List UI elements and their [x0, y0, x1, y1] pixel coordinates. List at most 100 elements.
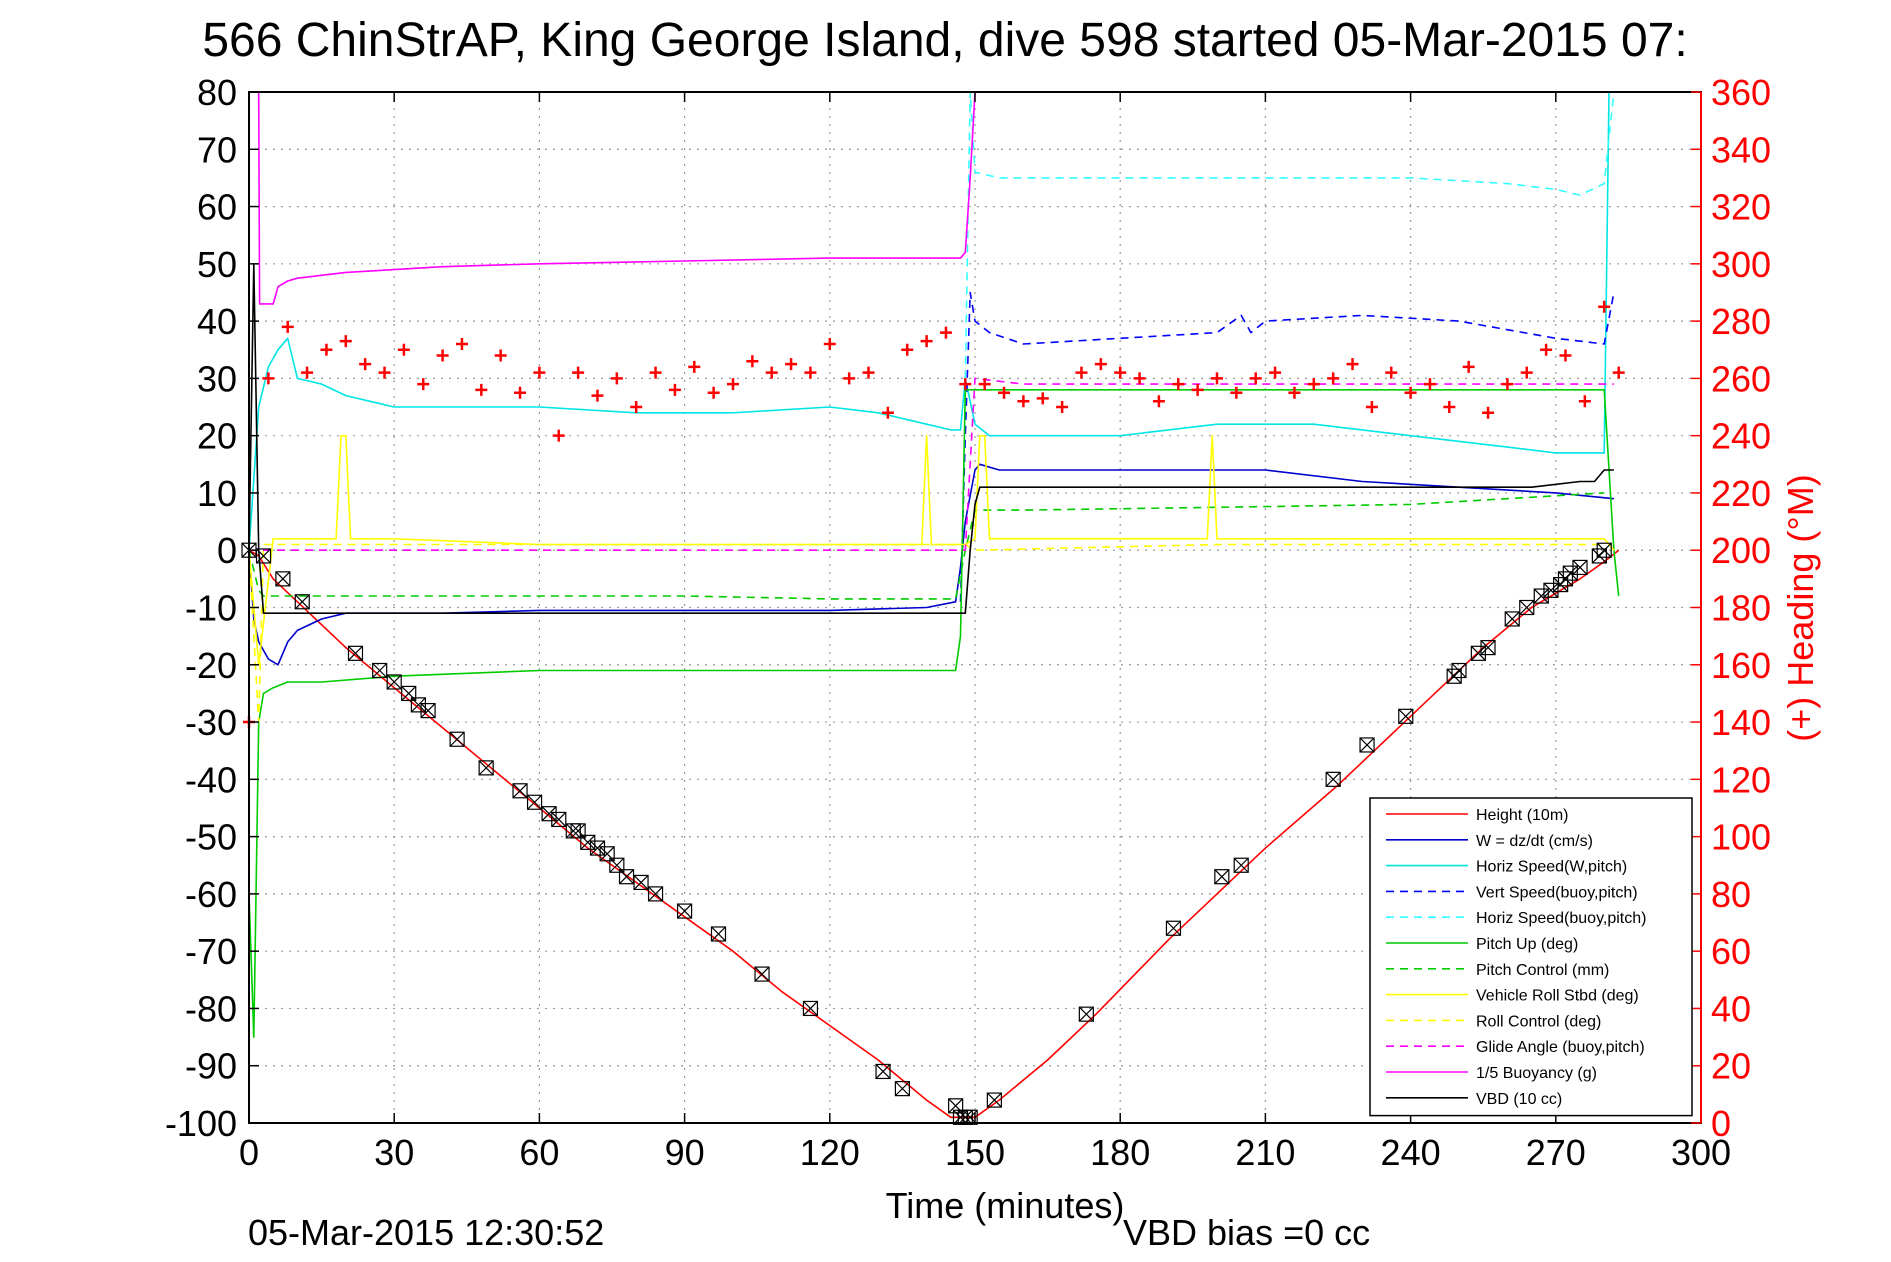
y-tick-label: -60 [185, 874, 237, 915]
series-glide-angle [249, 377, 1614, 552]
height-marker [541, 806, 557, 822]
legend-label: Vehicle Roll Stbd (deg) [1476, 988, 1639, 1005]
heading-point [281, 320, 294, 333]
y-right-tick-label: 20 [1711, 1046, 1751, 1087]
height-marker [386, 674, 402, 690]
heading-point [1520, 366, 1533, 379]
y-right-tick-label: 0 [1711, 1103, 1731, 1144]
legend-label: W = dz/dt (cm/s) [1476, 833, 1593, 850]
heading-point [475, 383, 488, 396]
y-right-tick-label: 300 [1711, 244, 1771, 285]
legend-label: Pitch Up (deg) [1476, 936, 1578, 953]
y-tick-label: -10 [185, 588, 237, 629]
heading-point [862, 366, 875, 379]
height-marker [478, 760, 494, 776]
heading-point [1365, 401, 1378, 414]
y-axis-right: 3603403203002802602402202001801601401201… [1691, 72, 1771, 1144]
heading-point [901, 343, 914, 356]
y-tick-label: 40 [197, 301, 237, 342]
legend-label: Pitch Control (mm) [1476, 962, 1609, 979]
y-axis-left: 80 70 60 50 40 30 20 10 0 -10 -20 -30 -40 -50 -60 -70 -8… [165, 72, 259, 1144]
height-marker [1214, 869, 1230, 885]
legend: Height (10m) W = dz/dt (cm/s) Horiz Speed(… [1369, 797, 1693, 1117]
heading-point [262, 372, 275, 385]
heading-point [843, 372, 856, 385]
height-marker [589, 840, 606, 856]
heading-point [320, 343, 333, 356]
heading-point [552, 429, 565, 442]
y-right-tick-label: 80 [1711, 874, 1751, 915]
heading-point [514, 386, 527, 399]
heading-point [1114, 366, 1127, 379]
heading-point [1152, 395, 1165, 408]
heading-point [1385, 366, 1398, 379]
y-right-tick-label: 100 [1711, 817, 1771, 858]
series-roll [248, 434, 1615, 666]
y-tick-label: -40 [185, 759, 237, 800]
height-marker [676, 903, 693, 919]
y-right-tick-label: 280 [1711, 301, 1771, 342]
height-marker [1470, 645, 1486, 661]
series-vbd [248, 262, 1614, 615]
height-marker [710, 926, 727, 942]
heading-point [1288, 386, 1301, 399]
legend-label: VBD (10 cc) [1476, 1091, 1562, 1108]
y-tick-label: 0 [217, 530, 237, 571]
y-tick-label: 70 [197, 129, 237, 170]
y-tick-label: -90 [185, 1046, 237, 1087]
height-marker [1325, 771, 1341, 787]
heading-point [1327, 372, 1340, 385]
heading-point [436, 349, 449, 362]
legend-label: Height (10m) [1476, 807, 1568, 824]
heading-point [920, 335, 933, 348]
heading-point [1191, 383, 1204, 396]
height-marker [420, 702, 436, 719]
legend-label: Glide Angle (buoy,pitch) [1476, 1039, 1645, 1056]
heading-point [939, 326, 952, 339]
series-w [248, 463, 1614, 666]
heading-point [1501, 378, 1514, 391]
x-tick-label: 240 [1381, 1132, 1441, 1173]
heading-point [998, 386, 1011, 399]
heading-point [959, 378, 972, 391]
height-marker [449, 731, 465, 747]
series-horiz-speed [248, 91, 1614, 551]
series-group [248, 91, 1620, 1119]
heading-point [339, 335, 352, 348]
heading-point [1036, 392, 1049, 405]
height-marker [1591, 548, 1607, 564]
heading-point [978, 378, 991, 391]
y-tick-label: 80 [197, 72, 237, 113]
height-marker [255, 548, 272, 564]
legend-box [1369, 797, 1693, 1117]
y-right-tick-label: 200 [1711, 530, 1771, 571]
height-marker [1533, 588, 1549, 604]
series-height [248, 549, 1620, 1119]
y-axis-right-label: (+) Heading (°M) [1780, 474, 1821, 741]
x-tick-label: 120 [800, 1132, 860, 1173]
heading-point [1462, 360, 1475, 373]
heading-point [1423, 378, 1436, 391]
height-marker [526, 794, 543, 810]
height-marker [1359, 737, 1375, 753]
height-marker [347, 645, 364, 661]
legend-label: Horiz Speed(buoy,pitch) [1476, 910, 1646, 927]
height-marker [802, 1000, 819, 1017]
y-right-tick-label: 240 [1711, 416, 1771, 457]
timestamp: 05-Mar-2015 12:30:52 [248, 1212, 604, 1253]
height-marker [512, 783, 528, 799]
y-tick-label: 50 [197, 244, 237, 285]
heading-point [1598, 300, 1611, 313]
y-right-tick-label: 180 [1711, 588, 1771, 629]
series-horiz-speed-buoy [964, 91, 1615, 379]
heading-point [881, 406, 894, 419]
legend-label: 1/5 Buoyancy (g) [1476, 1065, 1597, 1082]
y-tick-label: 10 [197, 473, 237, 514]
x-tick-label: 90 [665, 1132, 705, 1173]
heading-point [1075, 366, 1088, 379]
y-right-tick-label: 60 [1711, 931, 1751, 972]
heading-point [1443, 401, 1456, 414]
height-marker [580, 834, 596, 850]
height-marker [1078, 1006, 1094, 1022]
